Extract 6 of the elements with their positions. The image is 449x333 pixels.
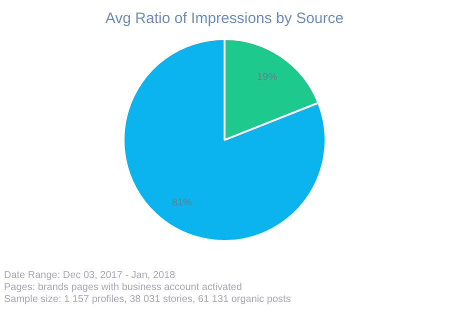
text: Pages: brands pages with business account activated <box>4 282 243 294</box>
text: Sample size: 1 157 profiles, 38 031 stories, 61 131 organic posts <box>4 294 292 306</box>
data-label: 19% <box>257 72 278 84</box>
chart-title: Avg Ratio of Impressions by Source <box>105 10 344 28</box>
data-label: 81% <box>172 197 192 208</box>
text: Date Range: Dec 03, 2017 - Jan, 2018 <box>4 270 176 282</box>
